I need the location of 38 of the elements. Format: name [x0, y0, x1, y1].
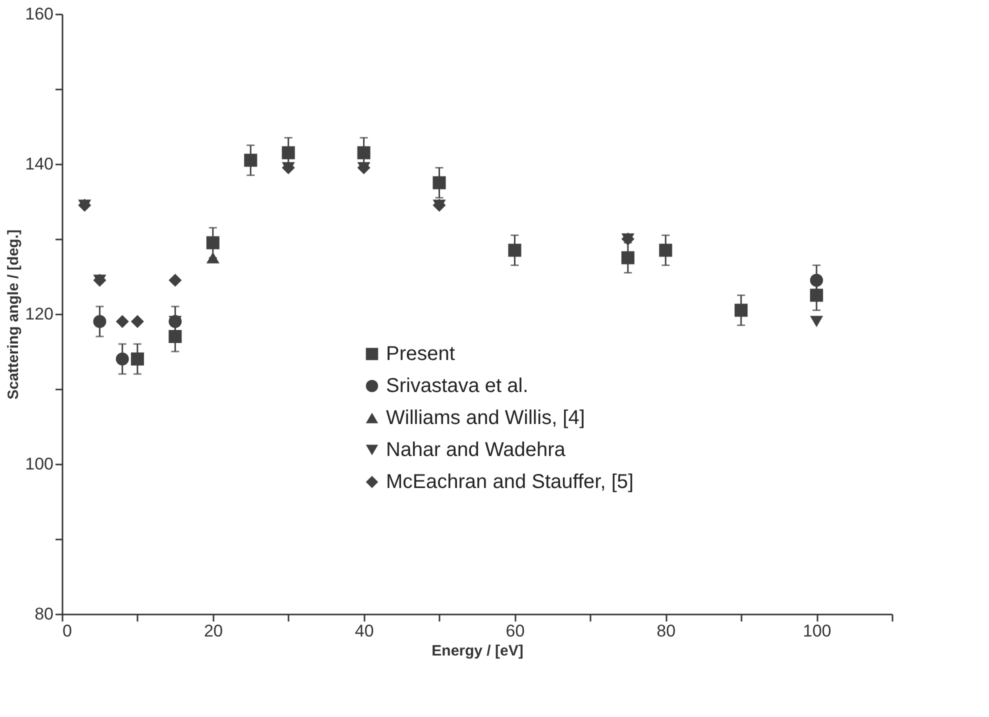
- y-tick-label: 100: [25, 454, 54, 474]
- point: [206, 236, 220, 250]
- x-tick-label: 80: [656, 622, 676, 640]
- y-tick-label: 140: [25, 154, 54, 174]
- x-tick-label: 40: [354, 622, 374, 640]
- point: [621, 251, 634, 264]
- legend-label: Srivastava et al.: [386, 375, 528, 397]
- point: [659, 244, 672, 257]
- point: [810, 316, 824, 328]
- x-tick-label: 20: [204, 622, 223, 640]
- point: [130, 314, 144, 328]
- y-tick-label: 80: [34, 604, 54, 624]
- legend-label: Present: [386, 343, 456, 365]
- point: [206, 252, 220, 264]
- point: [168, 330, 182, 344]
- point: [357, 146, 370, 160]
- legend-label: McEachran and Stauffer, [5]: [386, 471, 634, 493]
- point: [282, 146, 295, 160]
- legend-label: Williams and Willis, [4]: [386, 407, 585, 429]
- point: [810, 274, 824, 287]
- point: [244, 154, 258, 167]
- point: [508, 244, 522, 257]
- point: [130, 352, 144, 366]
- x-tick-label: 60: [506, 622, 525, 640]
- y-axis-title: Scattering angle / [deg.]: [5, 229, 22, 400]
- x-tick-label: 100: [802, 622, 832, 640]
- point: [93, 314, 106, 328]
- y-tick-label: 160: [25, 4, 54, 24]
- legend-label: Nahar and Wadehra: [386, 439, 566, 461]
- x-axis-title: Energy / [eV]: [432, 642, 524, 660]
- y-tick-label: 120: [25, 304, 54, 324]
- point: [116, 352, 129, 366]
- x-tick-label: 0: [62, 622, 72, 640]
- point: [116, 314, 129, 328]
- point: [432, 176, 446, 190]
- point: [810, 288, 824, 302]
- point: [734, 304, 748, 317]
- point: [168, 274, 182, 287]
